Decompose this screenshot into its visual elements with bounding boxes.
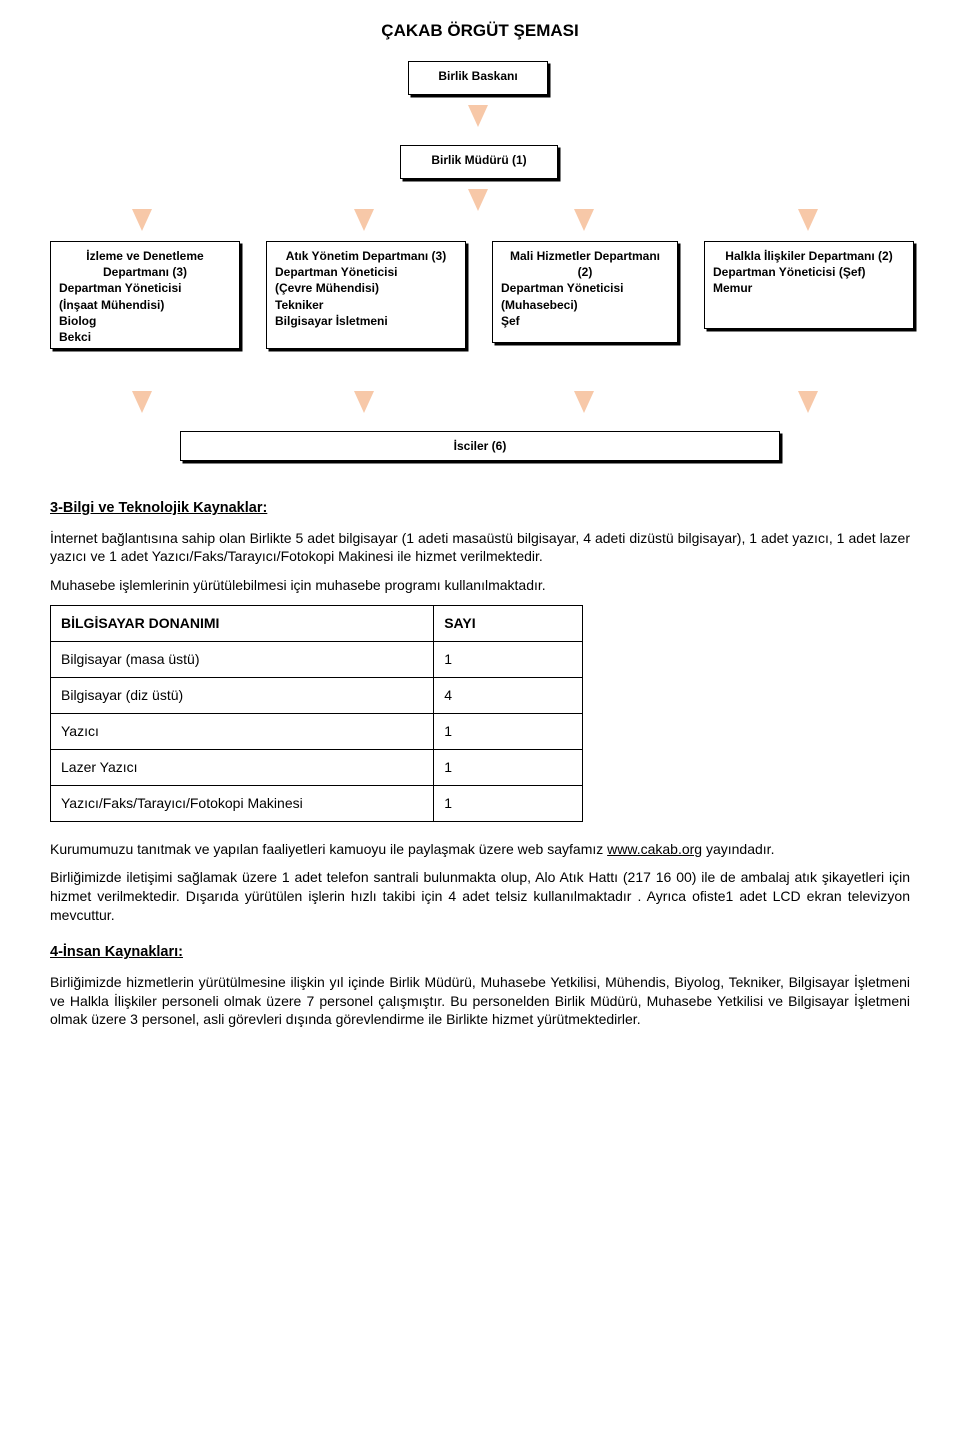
table-row: Lazer Yazıcı1 [51, 749, 583, 785]
table-cell: 1 [434, 713, 583, 749]
paragraph: Birliğimizde hizmetlerin yürütülmesine i… [50, 973, 910, 1030]
arrow-down-icon [798, 391, 818, 413]
node-root2: Birlik Müdürü (1) [400, 145, 558, 179]
table-cell: 4 [434, 677, 583, 713]
paragraph: Muhasebe işlemlerinin yürütülebilmesi iç… [50, 576, 910, 595]
table-cell: 1 [434, 785, 583, 821]
arrow-down-icon [574, 391, 594, 413]
section-title-3: 3-Bilgi ve Teknolojik Kaynaklar: [50, 499, 910, 519]
arrow-down-icon [468, 189, 488, 211]
node-label: Birlik Baskanı [438, 69, 517, 83]
arrow-down-icon [132, 209, 152, 231]
org-chart: Birlik Baskanı Birlik Müdürü (1) İzleme … [50, 61, 910, 471]
page-title: ÇAKAB ÖRGÜT ŞEMASI [50, 20, 910, 43]
arrow-down-icon [468, 105, 488, 127]
node-root: Birlik Baskanı [408, 61, 548, 95]
table-cell: 1 [434, 749, 583, 785]
website-link[interactable]: www.cakab.org [607, 841, 702, 857]
node-dept-1: Atık Yönetim Departmanı (3)Departman Yön… [266, 241, 466, 349]
arrow-down-icon [574, 209, 594, 231]
paragraph: Birliğimizde iletişimi sağlamak üzere 1 … [50, 868, 910, 925]
table-cell: Lazer Yazıcı [51, 749, 434, 785]
table-header-row: BİLGİSAYAR DONANIMI SAYI [51, 606, 583, 642]
table-row: Bilgisayar (diz üstü)4 [51, 677, 583, 713]
table-cell: Bilgisayar (diz üstü) [51, 677, 434, 713]
node-dept-2: Mali Hizmetler Departmanı (2)Departman Y… [492, 241, 678, 343]
paragraph: İnternet bağlantısına sahip olan Birlikt… [50, 529, 910, 567]
table-cell: Bilgisayar (masa üstü) [51, 642, 434, 678]
table-cell: 1 [434, 642, 583, 678]
arrow-down-icon [354, 391, 374, 413]
text: yayındadır. [702, 841, 774, 857]
table-header: BİLGİSAYAR DONANIMI [51, 606, 434, 642]
text: Kurumumuzu tanıtmak ve yapılan faaliyetl… [50, 841, 607, 857]
node-label: İsciler (6) [454, 439, 507, 453]
paragraph: Kurumumuzu tanıtmak ve yapılan faaliyetl… [50, 840, 910, 859]
arrow-down-icon [798, 209, 818, 231]
table-row: Yazıcı1 [51, 713, 583, 749]
node-dept-0: İzleme ve Denetleme Departmanı (3)Depart… [50, 241, 240, 349]
node-label: Birlik Müdürü (1) [431, 153, 526, 167]
table-header: SAYI [434, 606, 583, 642]
equipment-table: BİLGİSAYAR DONANIMI SAYI Bilgisayar (mas… [50, 605, 583, 821]
arrow-down-icon [132, 391, 152, 413]
table-cell: Yazıcı/Faks/Tarayıcı/Fotokopi Makinesi [51, 785, 434, 821]
section-title-4: 4-İnsan Kaynakları: [50, 943, 910, 963]
node-workers: İsciler (6) [180, 431, 780, 461]
table-row: Bilgisayar (masa üstü)1 [51, 642, 583, 678]
table-cell: Yazıcı [51, 713, 434, 749]
arrow-down-icon [354, 209, 374, 231]
table-row: Yazıcı/Faks/Tarayıcı/Fotokopi Makinesi1 [51, 785, 583, 821]
node-dept-3: Halkla İlişkiler Departmanı (2)Departman… [704, 241, 914, 329]
